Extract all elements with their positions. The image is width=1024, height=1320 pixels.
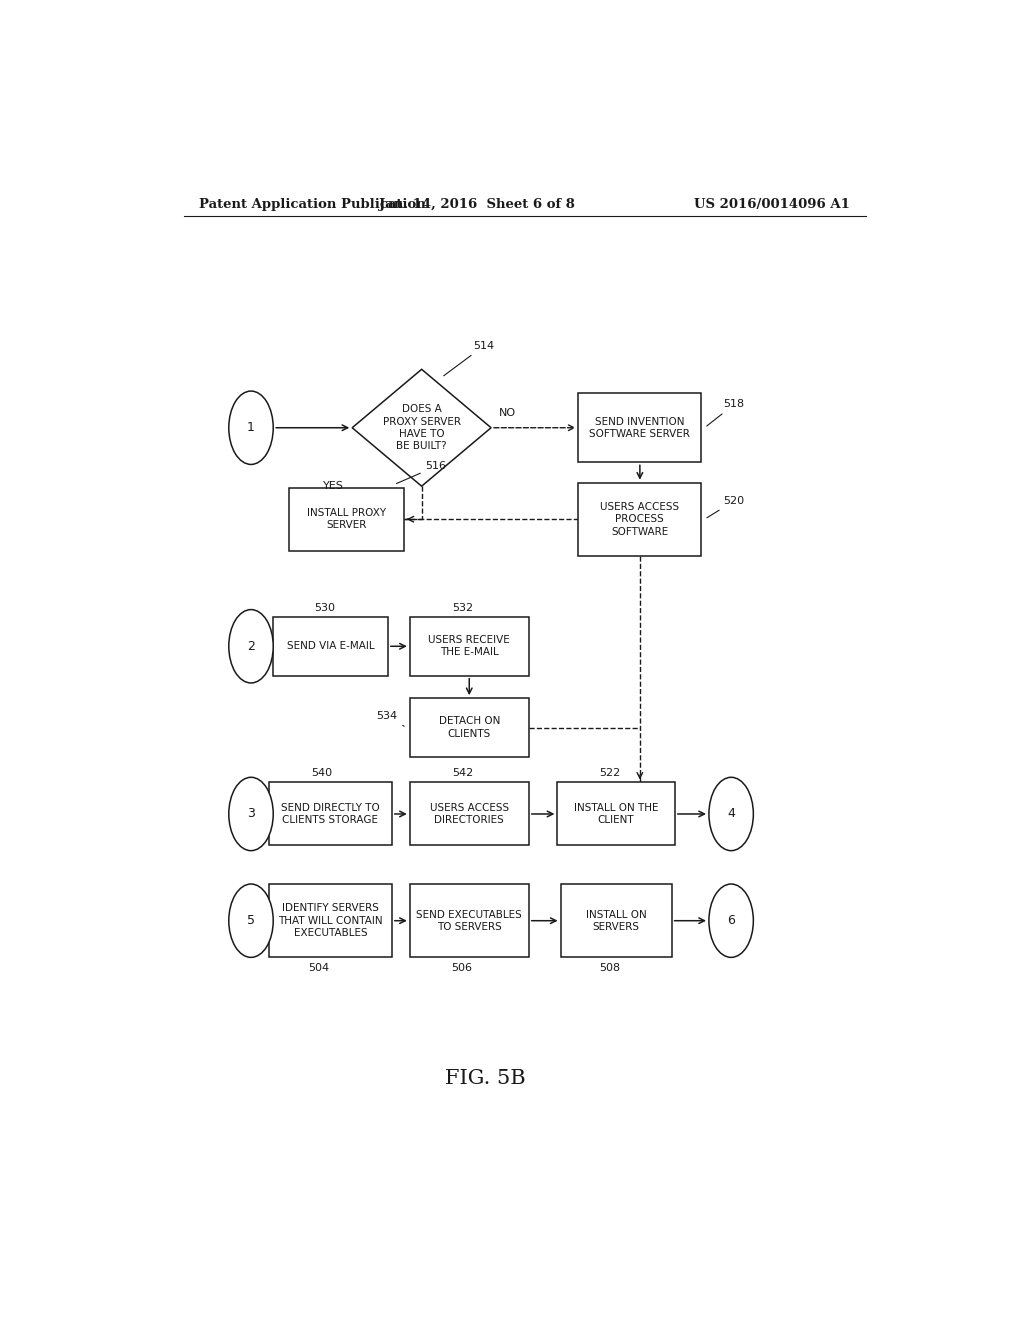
Text: 540: 540 bbox=[311, 768, 332, 779]
Text: 516: 516 bbox=[396, 462, 446, 483]
Text: FIG. 5B: FIG. 5B bbox=[444, 1069, 525, 1088]
Text: Jan. 14, 2016  Sheet 6 of 8: Jan. 14, 2016 Sheet 6 of 8 bbox=[379, 198, 575, 211]
Ellipse shape bbox=[228, 777, 273, 850]
Text: 522: 522 bbox=[599, 768, 621, 779]
Ellipse shape bbox=[228, 391, 273, 465]
Polygon shape bbox=[352, 370, 492, 486]
Ellipse shape bbox=[709, 777, 754, 850]
Text: 1: 1 bbox=[247, 421, 255, 434]
FancyBboxPatch shape bbox=[410, 884, 528, 957]
Ellipse shape bbox=[228, 884, 273, 957]
Text: 4: 4 bbox=[727, 808, 735, 821]
Text: INSTALL PROXY
SERVER: INSTALL PROXY SERVER bbox=[306, 508, 386, 531]
Text: INSTALL ON
SERVERS: INSTALL ON SERVERS bbox=[586, 909, 646, 932]
FancyBboxPatch shape bbox=[560, 884, 672, 957]
Text: 532: 532 bbox=[453, 603, 473, 612]
FancyBboxPatch shape bbox=[272, 616, 388, 676]
FancyBboxPatch shape bbox=[269, 884, 392, 957]
Text: 2: 2 bbox=[247, 640, 255, 653]
FancyBboxPatch shape bbox=[579, 393, 701, 462]
Text: SEND VIA E-MAIL: SEND VIA E-MAIL bbox=[287, 642, 374, 651]
FancyBboxPatch shape bbox=[410, 783, 528, 846]
Text: DETACH ON
CLIENTS: DETACH ON CLIENTS bbox=[438, 717, 500, 739]
Ellipse shape bbox=[709, 884, 754, 957]
Text: 534: 534 bbox=[377, 711, 404, 726]
Text: 6: 6 bbox=[727, 915, 735, 927]
Text: US 2016/0014096 A1: US 2016/0014096 A1 bbox=[694, 198, 850, 211]
Text: SEND EXECUTABLES
TO SERVERS: SEND EXECUTABLES TO SERVERS bbox=[417, 909, 522, 932]
Text: IDENTIFY SERVERS
THAT WILL CONTAIN
EXECUTABLES: IDENTIFY SERVERS THAT WILL CONTAIN EXECU… bbox=[279, 903, 383, 939]
Text: 3: 3 bbox=[247, 808, 255, 821]
Text: 504: 504 bbox=[308, 964, 329, 973]
Text: Patent Application Publication: Patent Application Publication bbox=[200, 198, 426, 211]
Text: NO: NO bbox=[499, 408, 516, 417]
Text: 514: 514 bbox=[443, 341, 495, 376]
Text: SEND INVENTION
SOFTWARE SERVER: SEND INVENTION SOFTWARE SERVER bbox=[590, 417, 690, 440]
Ellipse shape bbox=[228, 610, 273, 682]
Text: 542: 542 bbox=[453, 768, 473, 779]
Text: 5: 5 bbox=[247, 915, 255, 927]
FancyBboxPatch shape bbox=[289, 487, 403, 550]
FancyBboxPatch shape bbox=[557, 783, 675, 846]
Text: 518: 518 bbox=[707, 400, 744, 426]
Text: USERS RECEIVE
THE E-MAIL: USERS RECEIVE THE E-MAIL bbox=[428, 635, 510, 657]
Text: 530: 530 bbox=[314, 603, 335, 612]
FancyBboxPatch shape bbox=[579, 483, 701, 556]
FancyBboxPatch shape bbox=[410, 698, 528, 758]
Text: 506: 506 bbox=[451, 964, 472, 973]
Text: 508: 508 bbox=[599, 964, 621, 973]
Text: YES: YES bbox=[324, 480, 344, 491]
Text: SEND DIRECTLY TO
CLIENTS STORAGE: SEND DIRECTLY TO CLIENTS STORAGE bbox=[281, 803, 380, 825]
Text: USERS ACCESS
PROCESS
SOFTWARE: USERS ACCESS PROCESS SOFTWARE bbox=[600, 502, 680, 537]
FancyBboxPatch shape bbox=[269, 783, 392, 846]
FancyBboxPatch shape bbox=[410, 616, 528, 676]
Text: INSTALL ON THE
CLIENT: INSTALL ON THE CLIENT bbox=[573, 803, 658, 825]
Text: USERS ACCESS
DIRECTORIES: USERS ACCESS DIRECTORIES bbox=[430, 803, 509, 825]
Text: 520: 520 bbox=[707, 496, 744, 517]
Text: DOES A
PROXY SERVER
HAVE TO
BE BUILT?: DOES A PROXY SERVER HAVE TO BE BUILT? bbox=[383, 404, 461, 451]
